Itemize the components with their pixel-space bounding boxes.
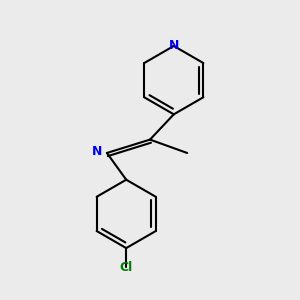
Text: N: N xyxy=(92,145,102,158)
Text: N: N xyxy=(169,40,179,52)
Text: Cl: Cl xyxy=(120,261,133,274)
